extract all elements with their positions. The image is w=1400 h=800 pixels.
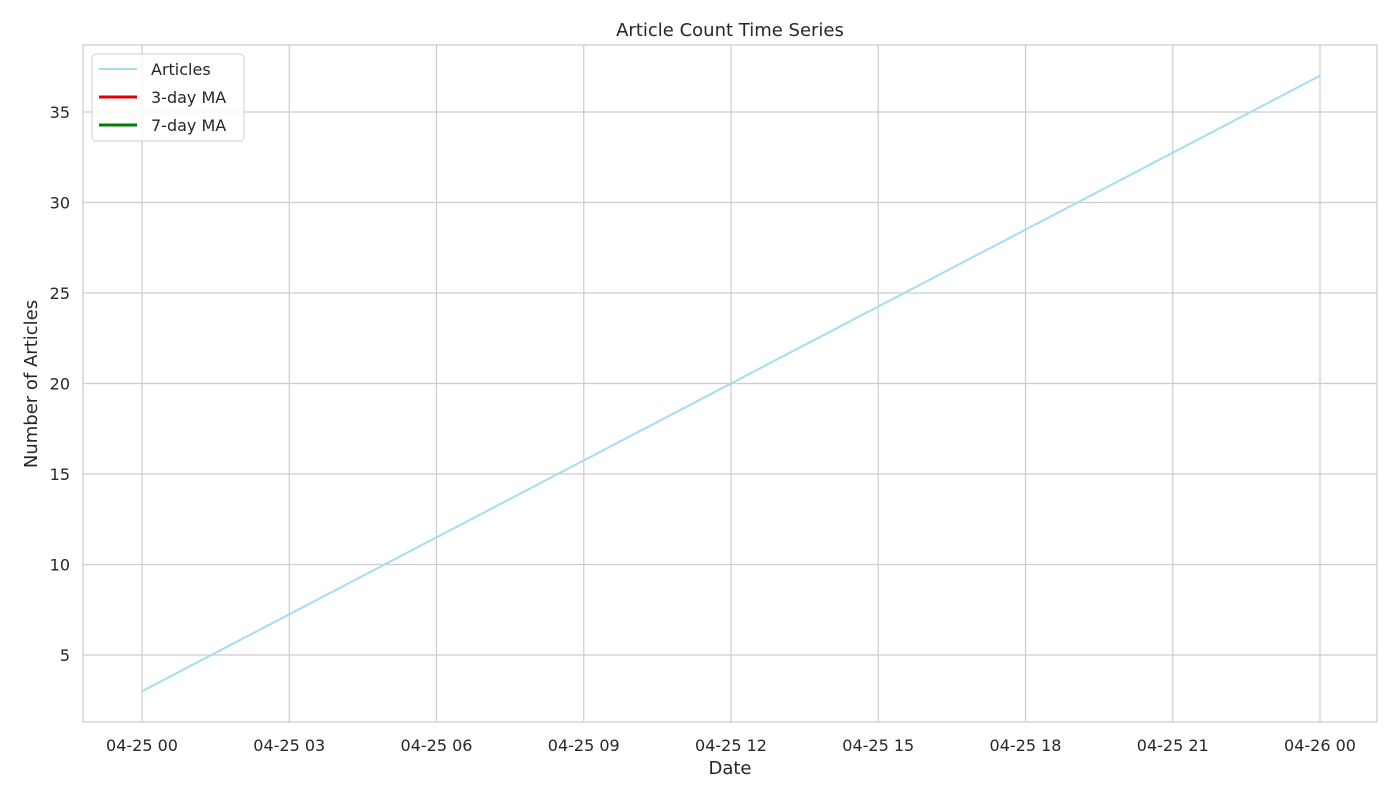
x-tick-label: 04-25 03 bbox=[253, 736, 325, 755]
y-tick-label: 35 bbox=[50, 103, 70, 122]
y-tick-label: 15 bbox=[50, 465, 70, 484]
x-tick-label: 04-26 00 bbox=[1284, 736, 1356, 755]
x-tick-label: 04-25 00 bbox=[106, 736, 178, 755]
x-tick-label: 04-25 21 bbox=[1137, 736, 1209, 755]
plot-frame bbox=[82, 44, 1378, 723]
legend-label: 7-day MA bbox=[151, 116, 226, 135]
x-axis-label: Date bbox=[708, 758, 751, 779]
series-layer bbox=[141, 74, 1321, 693]
series-line-articles bbox=[141, 74, 1321, 693]
x-tick-label: 04-25 09 bbox=[548, 736, 620, 755]
chart-title: Article Count Time Series bbox=[616, 20, 844, 41]
y-tick-labels: 5 10 15 20 25 30 35 bbox=[50, 103, 70, 665]
y-tick-label: 25 bbox=[50, 284, 70, 303]
y-tick-label: 5 bbox=[60, 646, 70, 665]
x-tick-label: 04-25 18 bbox=[990, 736, 1062, 755]
legend-label: Articles bbox=[151, 60, 211, 79]
x-tick-labels: 04-25 00 04-25 03 04-25 06 04-25 09 04-25 12… bbox=[106, 736, 1356, 755]
x-tick-label: 04-25 12 bbox=[695, 736, 767, 755]
legend-label: 3-day MA bbox=[151, 88, 226, 107]
y-axis-label: Number of Articles bbox=[21, 300, 42, 468]
x-tick-label: 04-25 06 bbox=[401, 736, 473, 755]
legend-entries: Articles 3-day MA 7-day MA bbox=[99, 60, 226, 135]
y-tick-label: 30 bbox=[50, 193, 70, 212]
legend: Articles 3-day MA 7-day MA bbox=[91, 53, 245, 142]
legend-box bbox=[91, 53, 245, 142]
y-tick-label: 20 bbox=[50, 375, 70, 394]
y-tick-label: 10 bbox=[50, 556, 70, 575]
grid bbox=[83, 45, 1377, 722]
x-tick-label: 04-25 15 bbox=[842, 736, 914, 755]
